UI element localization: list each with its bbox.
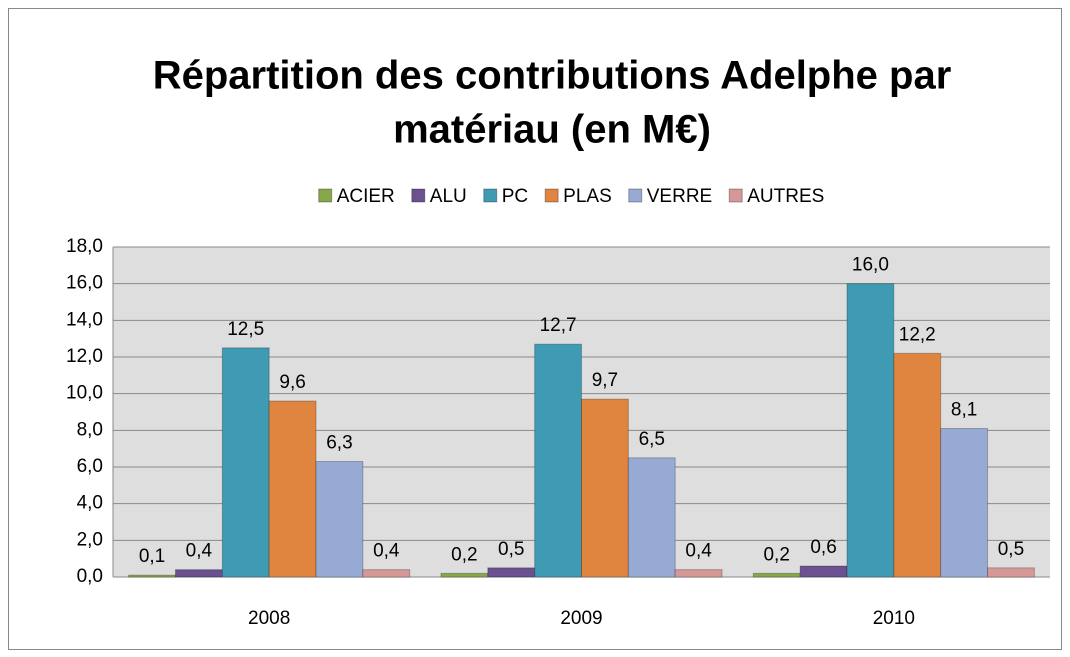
data-label: 0,4 (373, 541, 400, 562)
legend-swatch (544, 188, 559, 203)
bar (846, 283, 895, 578)
data-label: 0,6 (810, 537, 836, 558)
bar (128, 574, 176, 578)
bar (174, 569, 223, 578)
y-tick-label: 0,0 (77, 566, 103, 587)
data-label: 8,1 (951, 400, 977, 421)
y-tick-label: 4,0 (77, 493, 103, 514)
bar (221, 347, 270, 578)
data-label: 12,7 (540, 315, 577, 336)
bar (940, 428, 989, 578)
data-label: 0,4 (685, 541, 712, 562)
legend-swatch (728, 188, 743, 203)
y-tick-label: 14,0 (66, 309, 103, 330)
data-label: 12,2 (899, 324, 936, 345)
legend-swatch (318, 188, 333, 203)
bar (987, 567, 1035, 578)
data-label: 0,1 (139, 546, 165, 567)
bar (440, 572, 489, 578)
y-tick-label: 12,0 (66, 346, 103, 367)
bar (752, 572, 801, 578)
bar (534, 343, 583, 578)
legend-label: PLAS (563, 186, 612, 207)
y-tick-label: 16,0 (66, 273, 103, 294)
chart-title: Répartition des contributions Adelphe pa… (153, 54, 952, 98)
bar (268, 400, 317, 578)
legend-label: AUTRES (747, 186, 824, 207)
data-label: 9,7 (592, 370, 618, 391)
data-label: 12,5 (227, 319, 264, 340)
data-label: 0,2 (451, 544, 477, 565)
data-label: 6,5 (639, 429, 665, 450)
y-tick-label: 2,0 (77, 529, 103, 550)
bar (581, 398, 629, 578)
legend-label: ALU (430, 186, 467, 207)
bar (674, 569, 723, 578)
legend-label: ACIER (337, 186, 395, 207)
legend-label: VERRE (647, 186, 712, 207)
data-label: 16,0 (852, 255, 889, 276)
bar (893, 352, 942, 578)
data-label: 6,3 (326, 433, 352, 454)
data-label: 9,6 (279, 372, 305, 393)
bar (799, 565, 848, 578)
legend-swatch (411, 188, 426, 203)
x-tick-label: 2009 (560, 608, 602, 629)
y-tick-label: 18,0 (66, 236, 103, 257)
legend-swatch (483, 188, 498, 203)
legend-swatch (628, 188, 643, 203)
chart-title: matériau (en M€) (393, 108, 711, 152)
y-tick-label: 6,0 (77, 456, 103, 477)
bar (487, 567, 536, 578)
data-label: 0,4 (186, 541, 213, 562)
y-tick-label: 8,0 (77, 419, 103, 440)
x-tick-label: 2010 (873, 608, 915, 629)
data-label: 0,2 (763, 544, 789, 565)
bar (627, 457, 676, 578)
data-label: 0,5 (498, 539, 524, 560)
y-tick-label: 10,0 (66, 383, 103, 404)
data-label: 0,5 (998, 539, 1024, 560)
legend-label: PC (502, 186, 528, 207)
bar (315, 461, 364, 578)
x-tick-label: 2008 (248, 608, 290, 629)
bar (362, 569, 411, 578)
